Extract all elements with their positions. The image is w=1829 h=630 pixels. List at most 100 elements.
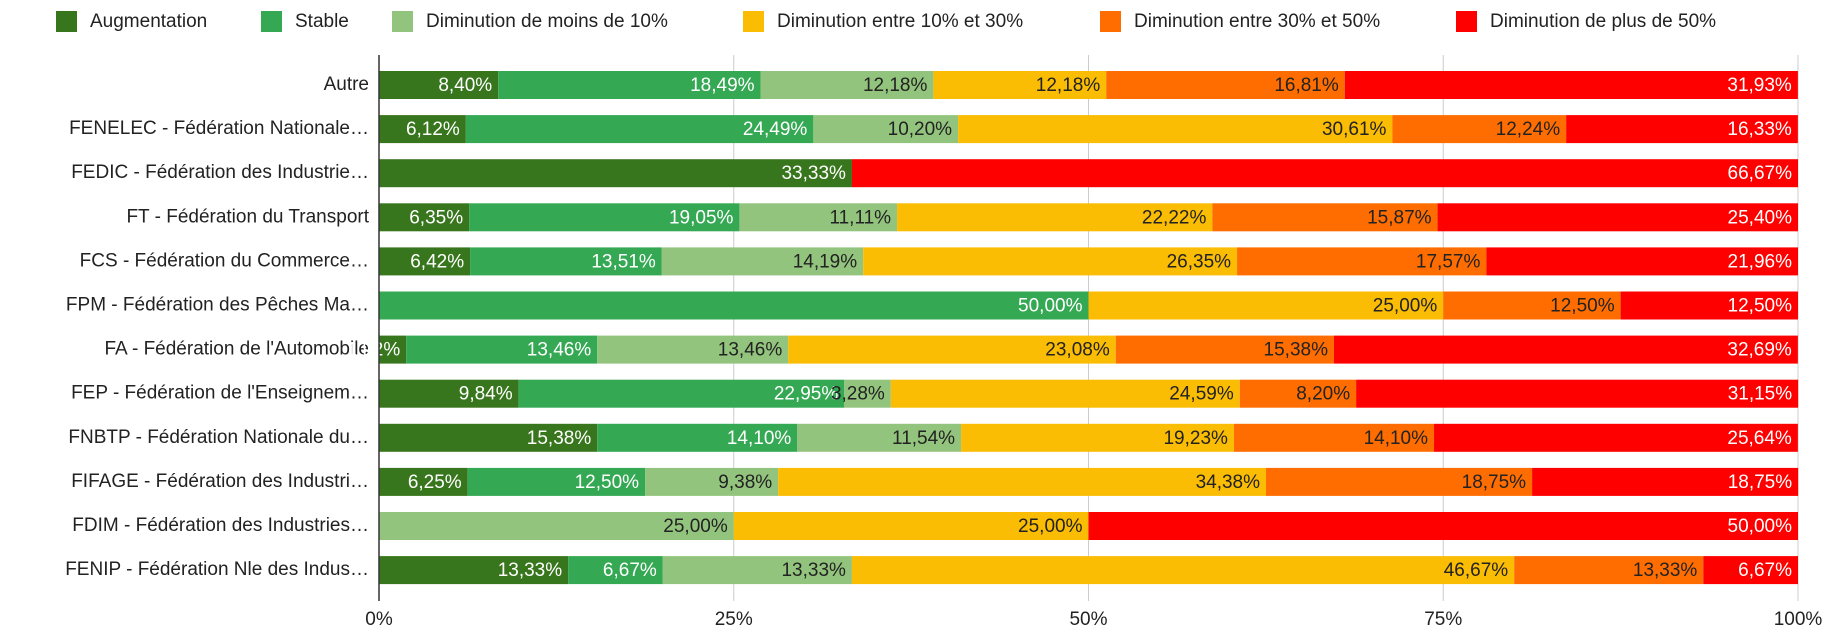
legend-label: Diminution de plus de 50% [1490, 11, 1716, 32]
bar-segment [813, 115, 959, 144]
bar-segment [1088, 291, 1444, 320]
legend-swatch [1100, 11, 1121, 32]
data-label: 12,50% [1728, 296, 1793, 317]
x-tick-label: 0% [365, 609, 393, 630]
bar-segment [1237, 247, 1487, 276]
bar-segment [788, 335, 1116, 364]
data-label: 12,18% [863, 75, 928, 96]
data-label: 18,75% [1462, 472, 1527, 493]
bar-segment [1106, 71, 1345, 99]
bar-segment [797, 423, 962, 452]
data-label: 33,33% [781, 163, 846, 184]
bar-segment [379, 159, 852, 188]
y-tick-label: FNBTP - Fédération Nationale du… [68, 427, 369, 448]
bar-segment [379, 423, 598, 452]
data-label: 31,15% [1728, 384, 1793, 405]
legend-swatch [261, 11, 282, 32]
data-label: 11,11% [829, 207, 891, 228]
data-label: 16,81% [1274, 75, 1339, 96]
data-label: 13,33% [498, 560, 563, 581]
y-tick-label: FT - Fédération du Transport [126, 206, 369, 227]
data-label: 24,49% [743, 119, 808, 140]
y-tick-label: FENIP - Fédération Nle des Indus… [65, 559, 369, 580]
data-label: 14,19% [793, 251, 858, 272]
data-label: 15,38% [527, 428, 592, 449]
y-tick-label: FPM - Fédération des Pêches Ma… [66, 295, 369, 316]
bar-segment [379, 71, 499, 99]
bar-segment [379, 203, 470, 232]
bar-segment [379, 512, 734, 540]
bar-segment [1437, 203, 1798, 232]
bar-segment [863, 247, 1238, 276]
data-label: 25,00% [1373, 296, 1438, 317]
y-tick-label: FENELEC - Fédération Nationale… [69, 118, 369, 139]
data-label: 8,20% [1296, 384, 1350, 405]
legend-swatch [743, 11, 764, 32]
bar-segment [733, 512, 1089, 540]
data-label: 13,33% [1633, 560, 1698, 581]
data-label: 22,95% [774, 384, 839, 405]
data-label: 22,22% [1142, 207, 1207, 228]
bar-segment [778, 467, 1267, 496]
data-label: 34,38% [1196, 472, 1261, 493]
bar-segment [379, 247, 471, 276]
bar-segment [1356, 379, 1799, 408]
y-tick-label: FEP - Fédération de l'Enseignem… [71, 383, 369, 404]
bar-segment [379, 379, 519, 408]
bar-segment [1620, 291, 1798, 320]
data-label: 13,51% [591, 251, 656, 272]
data-label: 6,67% [603, 560, 657, 581]
data-label: 6,25% [408, 472, 462, 493]
data-label: 19,23% [1163, 428, 1228, 449]
legend-label: Stable [295, 11, 349, 32]
bar-segment [890, 379, 1240, 408]
data-label: 13,46% [718, 340, 783, 361]
x-tick-label: 75% [1424, 609, 1462, 630]
bar-segment [1115, 335, 1334, 364]
y-tick-label: FDIM - Fédération des Industries… [72, 515, 369, 536]
bar-segment [1239, 379, 1357, 408]
bar-segment [897, 203, 1213, 232]
bar-segment [661, 247, 864, 276]
data-label: 25,64% [1727, 428, 1792, 449]
data-label: 11,54% [892, 428, 955, 449]
data-label: 12,18% [1036, 75, 1101, 96]
data-label: 25,00% [663, 516, 728, 537]
data-label: 8,40% [438, 75, 492, 96]
data-label: 24,59% [1169, 384, 1234, 405]
legend-swatch [56, 11, 77, 32]
bar-segment [933, 71, 1107, 99]
legend-label: Diminution entre 30% et 50% [1134, 11, 1380, 32]
data-label: 15,87% [1367, 207, 1432, 228]
bar-segment [662, 556, 852, 585]
bar-segment [739, 203, 898, 232]
bar-segment [1532, 467, 1799, 496]
data-label: 12,24% [1496, 119, 1561, 140]
bar-segment [1344, 71, 1798, 99]
bar-segment [851, 159, 1798, 188]
data-label: 10,20% [888, 119, 953, 140]
bar-segment [1266, 467, 1533, 496]
bar-segment [498, 71, 761, 99]
x-tick-label: 25% [715, 609, 753, 630]
data-label: 50,00% [1018, 296, 1083, 317]
bar-segment [645, 467, 779, 496]
bar-segment [518, 379, 845, 408]
data-label: 6,67% [1738, 560, 1792, 581]
data-label: 9,84% [459, 384, 513, 405]
data-label: 19,05% [669, 207, 734, 228]
data-label: 6,35% [409, 207, 463, 228]
x-tick-label: 100% [1774, 609, 1823, 630]
y-tick-label: FIFAGE - Fédération des Industri… [71, 471, 369, 492]
bar-segment [1088, 512, 1798, 540]
data-label: 21,96% [1728, 251, 1793, 272]
x-tick-label: 50% [1069, 609, 1107, 630]
bar-segment [1486, 247, 1798, 276]
data-label: 23,08% [1045, 340, 1110, 361]
data-label: 14,10% [1364, 428, 1429, 449]
data-label: 18,49% [690, 75, 755, 96]
bar-segment [379, 467, 468, 496]
data-label: 16,33% [1727, 119, 1792, 140]
bar-segment [379, 115, 466, 144]
bar-segment [597, 335, 789, 364]
